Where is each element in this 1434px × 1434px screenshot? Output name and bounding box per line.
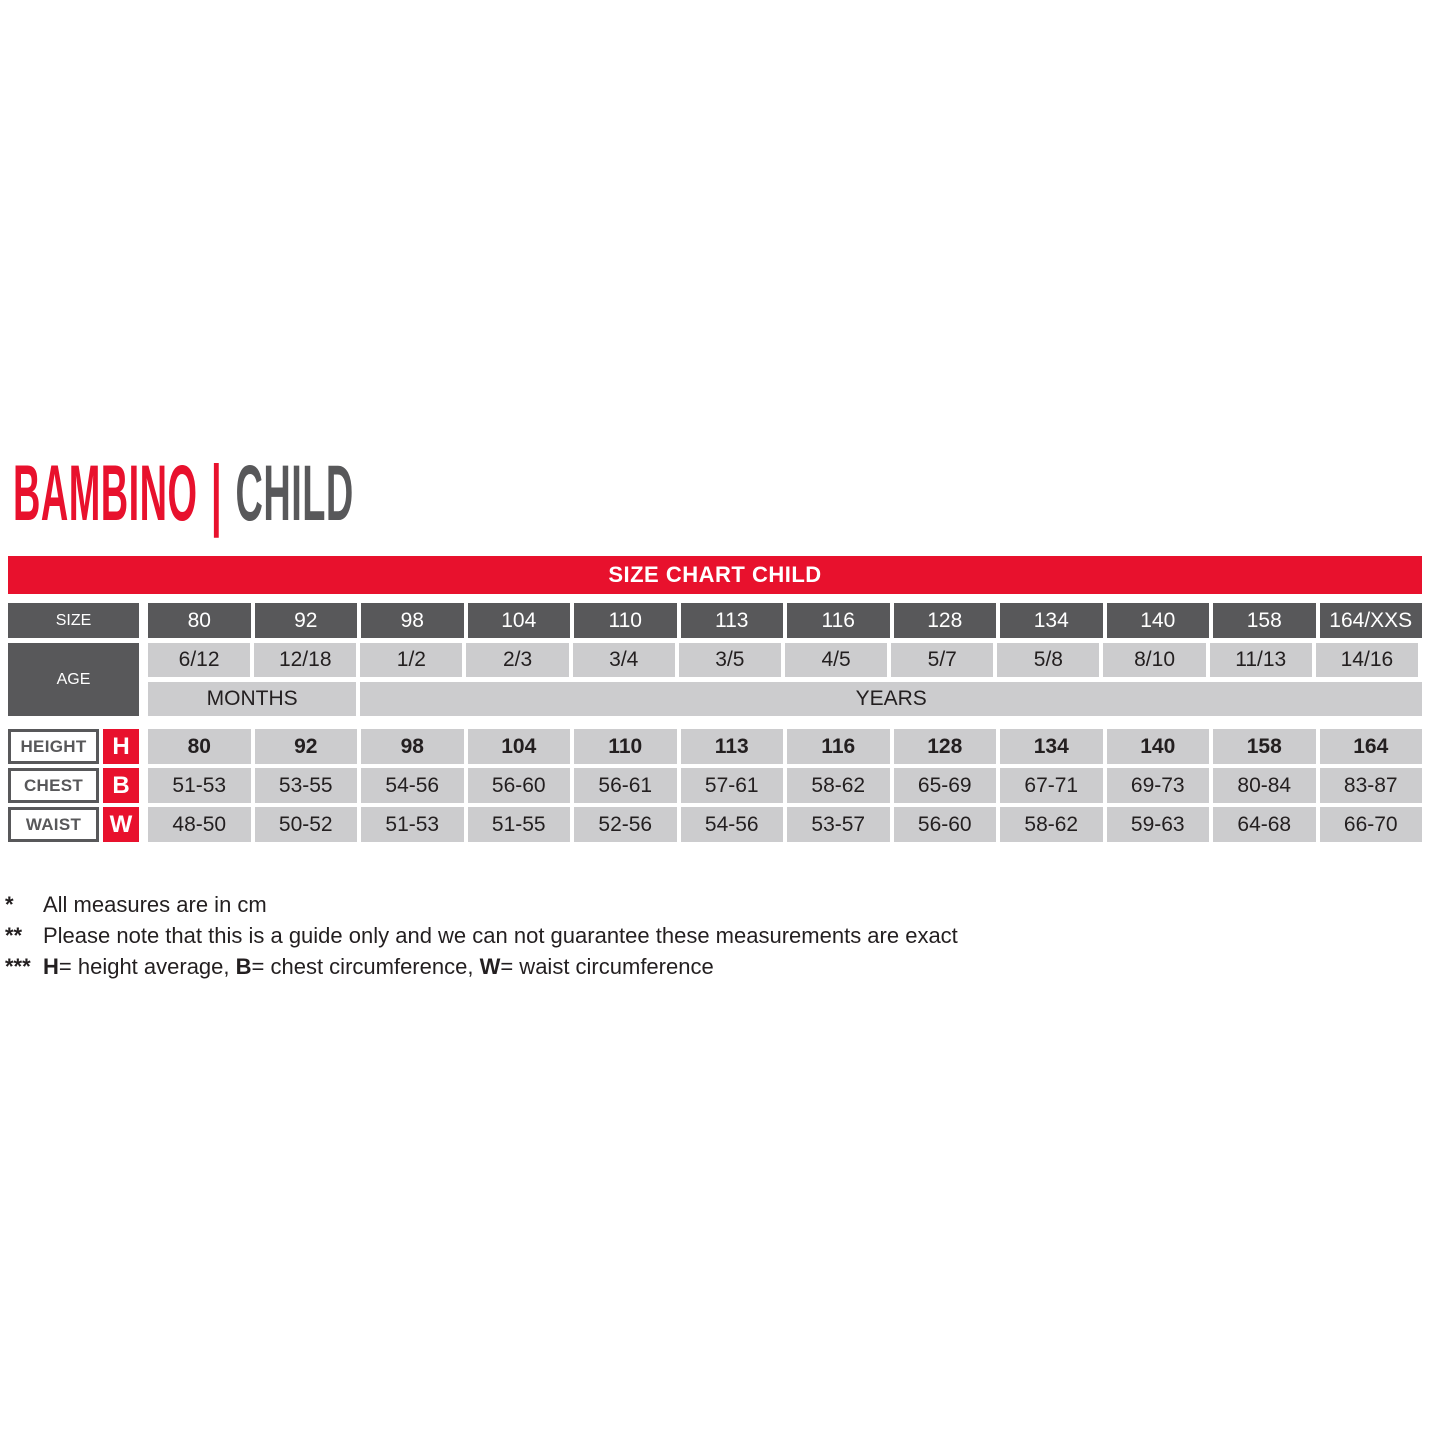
size-header-row: SIZE 80 92 98 104 110 113 116 128 134 14…	[8, 603, 1422, 638]
chest-cell: 80-84	[1213, 768, 1316, 803]
age-cell: 5/7	[891, 643, 994, 677]
waist-row-label: WAIST	[8, 807, 99, 842]
height-cell: 128	[893, 729, 996, 764]
age-cell: 4/5	[784, 643, 888, 677]
chest-cell: 56-61	[574, 768, 677, 803]
size-col-header: 80	[148, 603, 251, 638]
footnote-marker: **	[5, 923, 23, 948]
age-cell: 3/4	[572, 643, 675, 677]
page-title-secondary: CHILD	[235, 448, 354, 537]
height-cell: 158	[1213, 729, 1316, 764]
height-row-label: HEIGHT	[8, 729, 99, 764]
footnote-marker: ***	[5, 954, 31, 979]
footnote-guide: ** Please note that this is a guide only…	[5, 920, 958, 951]
footnote-marker: *	[5, 892, 14, 917]
chest-cell: 54-56	[361, 768, 464, 803]
footnote-measures: * All measures are in cm	[5, 889, 958, 920]
waist-cell: 53-57	[787, 807, 890, 842]
size-col-header: 140	[1106, 603, 1209, 638]
waist-cell: 54-56	[680, 807, 783, 842]
footnote-text: H= height average, B= chest circumferenc…	[43, 954, 714, 979]
waist-cell: 58-62	[1000, 807, 1103, 842]
age-cell: 8/10	[1103, 643, 1206, 677]
age-block: AGE 6/12 12/18 1/2 2/3 3/4 3/5 4/5 5/7 5…	[8, 643, 1422, 716]
footnote-text: All measures are in cm	[43, 892, 267, 917]
size-chart-banner-label: SIZE CHART CHILD	[608, 562, 822, 587]
age-row-label: AGE	[8, 643, 139, 716]
waist-cell: 48-50	[148, 807, 251, 842]
height-cell: 116	[787, 729, 890, 764]
age-cell: 5/8	[997, 643, 1100, 677]
size-col-header: 113	[680, 603, 783, 638]
chest-cell: 53-55	[254, 768, 357, 803]
footnote-legend: *** H= height average, B= chest circumfe…	[5, 951, 958, 982]
height-cell: 110	[574, 729, 677, 764]
age-cell: 2/3	[466, 643, 569, 677]
height-cell: 140	[1106, 729, 1209, 764]
age-cell: 11/13	[1209, 643, 1312, 677]
height-cell: 113	[680, 729, 783, 764]
height-cell: 80	[148, 729, 251, 764]
waist-letter-badge: W	[103, 807, 139, 842]
chest-cell: 83-87	[1319, 768, 1422, 803]
chest-cell: 65-69	[893, 768, 996, 803]
waist-cell: 64-68	[1213, 807, 1316, 842]
chest-cell: 57-61	[680, 768, 783, 803]
age-cell: 1/2	[360, 643, 463, 677]
height-letter-badge: H	[103, 729, 139, 764]
waist-cell: 51-53	[361, 807, 464, 842]
size-row-label: SIZE	[8, 603, 139, 638]
page-title: BAMBINO | CHILD	[13, 452, 354, 534]
chest-cell: 56-60	[467, 768, 570, 803]
waist-cell: 52-56	[574, 807, 677, 842]
height-cell: 134	[1000, 729, 1103, 764]
height-cell: 92	[254, 729, 357, 764]
chest-cell: 51-53	[148, 768, 251, 803]
size-col-header: 134	[1000, 603, 1103, 638]
months-span-cell: MONTHS	[148, 682, 357, 716]
waist-cell: 50-52	[254, 807, 357, 842]
size-col-header: 104	[467, 603, 570, 638]
waist-cell: 51-55	[467, 807, 570, 842]
waist-cell: 59-63	[1106, 807, 1209, 842]
title-separator: |	[210, 448, 223, 537]
size-col-header: 98	[361, 603, 464, 638]
size-col-header: 92	[254, 603, 357, 638]
footnote-text: Please note that this is a guide only an…	[43, 923, 958, 948]
waist-cell: 56-60	[893, 807, 996, 842]
age-cell: 6/12	[148, 643, 251, 677]
page-title-primary: BAMBINO	[13, 448, 198, 537]
years-span-cell: YEARS	[360, 682, 1422, 716]
chest-row: CHEST B 51-53 53-55 54-56 56-60 56-61 57…	[8, 768, 1422, 803]
chest-cell: 67-71	[1000, 768, 1103, 803]
size-col-header: 158	[1213, 603, 1316, 638]
size-col-header: 110	[574, 603, 677, 638]
chest-row-label: CHEST	[8, 768, 99, 803]
footnotes: * All measures are in cm ** Please note …	[5, 889, 958, 982]
waist-row: WAIST W 48-50 50-52 51-53 51-55 52-56 54…	[8, 807, 1422, 842]
size-col-header: 116	[787, 603, 890, 638]
height-cell: 164	[1319, 729, 1422, 764]
age-cell: 14/16	[1315, 643, 1418, 677]
size-col-header: 128	[893, 603, 996, 638]
chest-cell: 58-62	[787, 768, 890, 803]
size-chart-banner: SIZE CHART CHILD	[8, 556, 1422, 594]
height-row: HEIGHT H 80 92 98 104 110 113 116 128 13…	[8, 729, 1422, 764]
age-cell: 3/5	[678, 643, 781, 677]
chest-cell: 69-73	[1106, 768, 1209, 803]
waist-cell: 66-70	[1319, 807, 1422, 842]
size-col-header: 164/XXS	[1319, 603, 1422, 638]
height-cell: 98	[361, 729, 464, 764]
age-cell: 12/18	[254, 643, 357, 677]
chest-letter-badge: B	[103, 768, 139, 803]
height-cell: 104	[467, 729, 570, 764]
